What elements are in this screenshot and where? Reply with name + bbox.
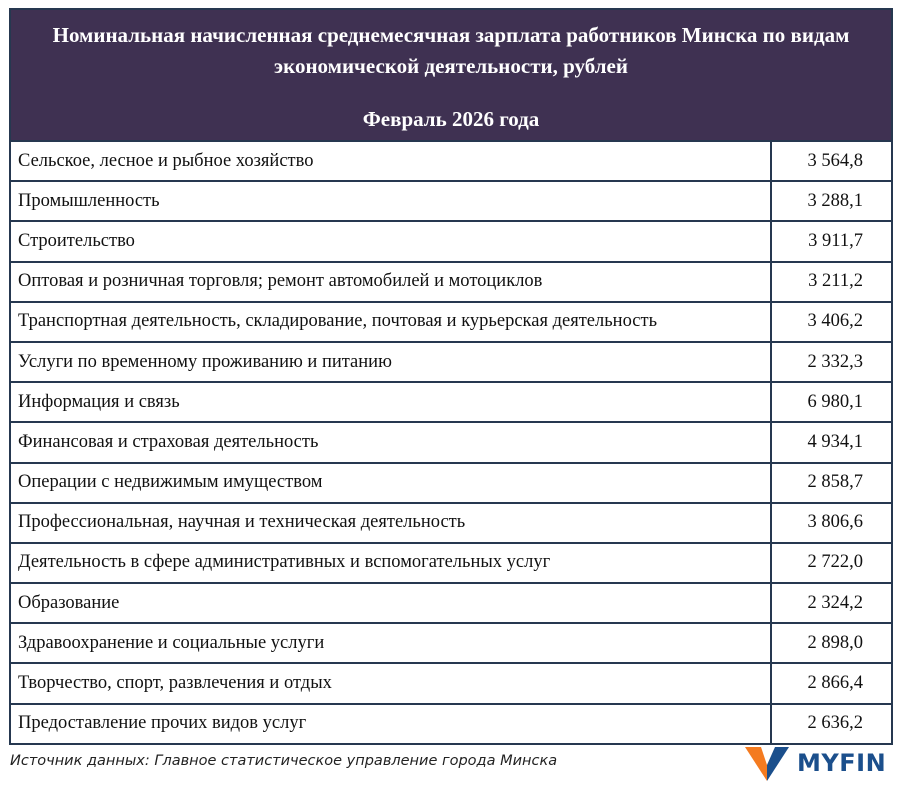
row-value: 2 722,0 <box>770 543 891 583</box>
row-label: Операции с недвижимым имуществом <box>18 472 323 493</box>
row-label: Здравоохранение и социальные услуги <box>18 632 325 653</box>
row-value: 2 858,7 <box>770 463 891 502</box>
table-title: Номинальная начисленная среднемесячная з… <box>52 23 850 78</box>
table-row: Строительство 3 911,7 <box>11 220 891 261</box>
table-row: Финансовая и страховая деятельность 4 934… <box>11 421 891 462</box>
row-label: Образование <box>18 592 120 613</box>
table-row: Деятельность в сфере административных и … <box>11 541 891 583</box>
table-header: Номинальная начисленная среднемесячная з… <box>11 10 891 142</box>
table-period: Февраль 2026 года <box>362 107 540 131</box>
row-value: 2 898,0 <box>770 624 891 663</box>
table-row: Здравоохранение и социальные услуги 2 898… <box>11 622 891 663</box>
row-label: Информация и связь <box>18 391 180 412</box>
row-value: 4 934,1 <box>770 423 891 462</box>
table-row: Творчество, спорт, развлечения и отдых 2 … <box>11 662 891 703</box>
row-label: Деятельность в сфере административных и … <box>18 552 551 573</box>
myfin-logo-icon <box>745 747 789 781</box>
table-row: Сельское, лесное и рыбное хозяйство 3 564… <box>11 142 891 181</box>
table-row: Промышленность 3 288,1 <box>11 180 891 221</box>
source-note: Источник данных: Главное статистическое … <box>10 753 558 769</box>
row-label: Профессиональная, научная и техническая … <box>18 512 466 533</box>
row-label: Строительство <box>18 230 135 251</box>
row-label: Промышленность <box>18 190 160 211</box>
myfin-logo-text: MYFIN <box>797 749 887 777</box>
row-value: 6 980,1 <box>770 383 891 422</box>
table-body: Сельское, лесное и рыбное хозяйство 3 564… <box>11 142 891 743</box>
row-label: Оптовая и розничная торговля; ремонт авт… <box>18 271 543 292</box>
salary-table: Номинальная начисленная среднемесячная з… <box>9 8 893 745</box>
row-label: Транспортная деятельность, складирование… <box>18 311 658 332</box>
table-row: Информация и связь 6 980,1 <box>11 381 891 422</box>
row-value: 3 288,1 <box>770 182 891 221</box>
row-value: 3 806,6 <box>770 503 891 542</box>
table-row: Оптовая и розничная торговля; ремонт авт… <box>11 260 891 301</box>
row-label: Предоставление прочих видов услуг <box>18 713 307 734</box>
table-row: Профессиональная, научная и техническая … <box>11 501 891 542</box>
myfin-logo: MYFIN <box>745 745 886 781</box>
table-row: Операции с недвижимым имуществом 2 858,7 <box>11 461 891 502</box>
table-row: Предоставление прочих видов услуг 2 636,2 <box>11 702 891 743</box>
table-row: Образование 2 324,2 <box>11 582 891 623</box>
row-value: 2 866,4 <box>770 664 891 703</box>
row-label: Услуги по временному проживанию и питани… <box>18 351 392 372</box>
row-value: 3 406,2 <box>770 302 891 341</box>
row-value: 2 332,3 <box>770 342 891 382</box>
row-value: 3 911,7 <box>770 222 891 261</box>
row-label: Финансовая и страховая деятельность <box>18 431 319 452</box>
row-label: Сельское, лесное и рыбное хозяйство <box>18 150 314 171</box>
table-row: Услуги по временному проживанию и питани… <box>11 340 891 382</box>
row-value: 3 211,2 <box>770 262 891 301</box>
row-value: 2 324,2 <box>770 584 891 623</box>
row-value: 2 636,2 <box>770 704 891 743</box>
table-row: Транспортная деятельность, складирование… <box>11 300 891 341</box>
row-label: Творчество, спорт, развлечения и отдых <box>18 673 332 694</box>
row-value: 3 564,8 <box>770 142 891 181</box>
